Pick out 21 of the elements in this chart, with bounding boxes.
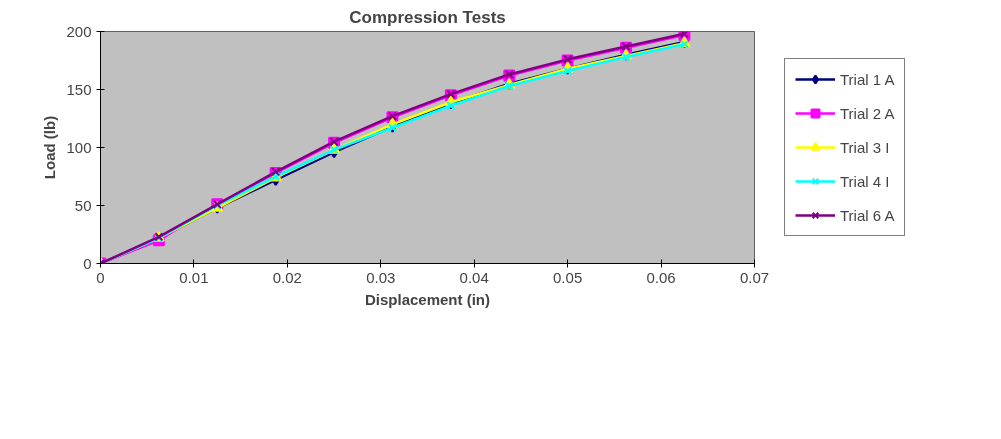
- legend-label: Trial 3 I: [840, 138, 890, 156]
- legend-label: Trial 2 A: [840, 104, 895, 122]
- y-tick-label: 50: [74, 196, 92, 214]
- y-tick-label: 0: [83, 254, 92, 272]
- y-axis-title: Load (lb): [41, 115, 59, 180]
- x-tick-label: 0.02: [272, 268, 302, 286]
- x-tick-label: 0.05: [553, 268, 583, 286]
- x-tick-label: 0.03: [366, 268, 396, 286]
- x-tick-label: 0.06: [646, 268, 676, 286]
- legend-label: Trial 4 I: [840, 172, 890, 190]
- y-tick-label: 100: [66, 138, 92, 156]
- chart-title: Compression Tests: [349, 7, 506, 27]
- x-tick-label: 0.01: [179, 268, 209, 286]
- x-tick-label: 0: [96, 268, 105, 286]
- x-axis-title: Displacement (in): [364, 290, 491, 308]
- x-tick-label: 0.07: [739, 268, 770, 286]
- legend-label: Trial 1 A: [840, 70, 895, 88]
- legend-label: Trial 6 A: [840, 206, 895, 224]
- y-tick-label: 200: [66, 22, 92, 40]
- y-tick-label: 150: [66, 80, 92, 98]
- x-tick-label: 0.04: [459, 268, 489, 286]
